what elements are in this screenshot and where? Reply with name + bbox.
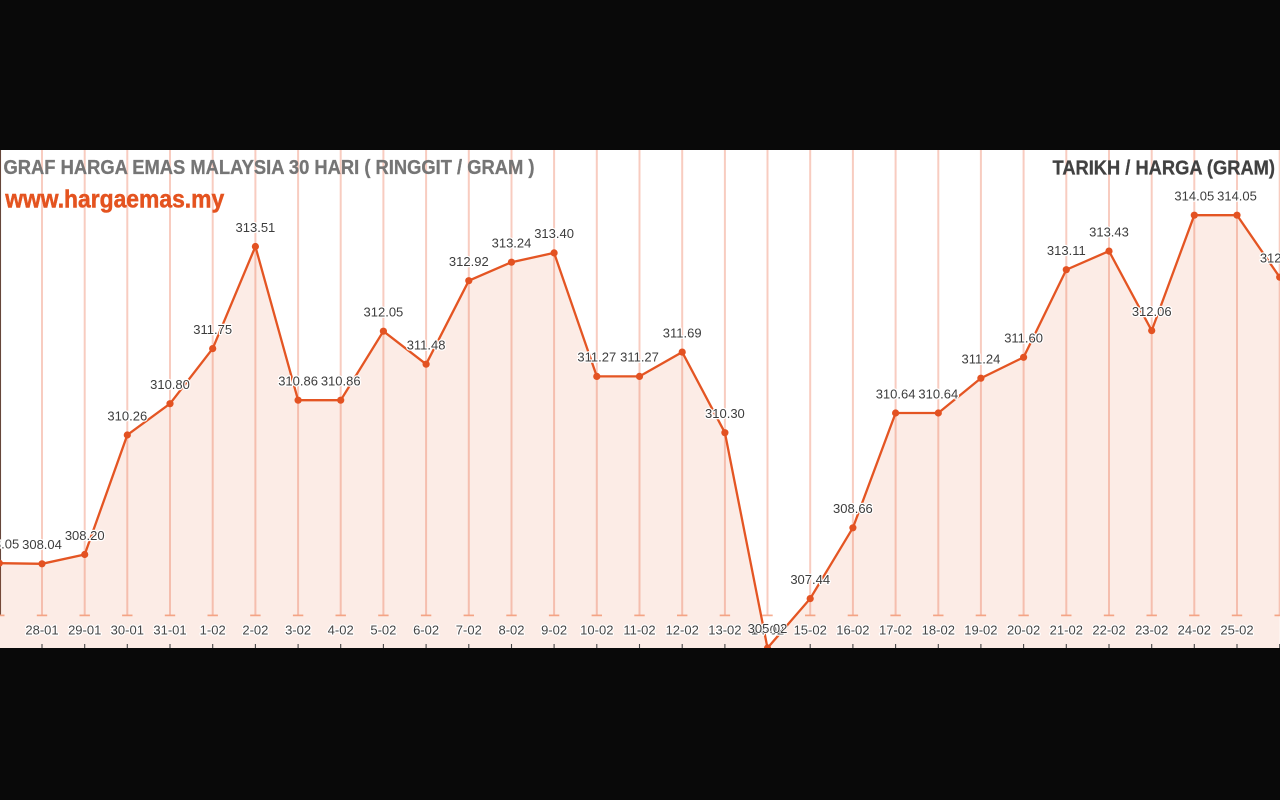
svg-text:313.43: 313.43: [1089, 224, 1129, 239]
svg-text:311.75: 311.75: [193, 322, 232, 337]
svg-text:7-02: 7-02: [456, 623, 482, 638]
svg-text:310.30: 310.30: [705, 406, 745, 421]
svg-text:12-02: 12-02: [666, 623, 699, 638]
svg-text:311.48: 311.48: [407, 338, 446, 353]
svg-text:1-02: 1-02: [200, 623, 226, 638]
svg-text:314.05: 314.05: [1174, 189, 1214, 204]
svg-text:28-01: 28-01: [25, 623, 58, 638]
svg-text:310.80: 310.80: [150, 377, 190, 392]
svg-text:308.66: 308.66: [833, 501, 873, 516]
svg-text:307.44: 307.44: [790, 572, 830, 587]
svg-text:15-02: 15-02: [794, 623, 827, 638]
svg-text:308.04: 308.04: [22, 537, 62, 552]
svg-text:16-02: 16-02: [836, 623, 869, 638]
svg-text:GRAF HARGA EMAS MALAYSIA 30 HA: GRAF HARGA EMAS MALAYSIA 30 HARI ( RINGG…: [4, 157, 535, 179]
svg-text:3-02: 3-02: [285, 623, 311, 638]
svg-text:24-02: 24-02: [1178, 623, 1211, 638]
svg-text:5-02: 5-02: [370, 623, 396, 638]
svg-text:311.24: 311.24: [962, 352, 1001, 367]
svg-text:25-02: 25-02: [1220, 623, 1253, 638]
svg-text:21-02: 21-02: [1050, 623, 1083, 638]
svg-text:311.60: 311.60: [1004, 331, 1043, 346]
svg-text:23-02: 23-02: [1135, 623, 1168, 638]
svg-text:4-02: 4-02: [328, 623, 354, 638]
svg-text:22-02: 22-02: [1092, 623, 1125, 638]
svg-text:www.hargaemas.my: www.hargaemas.my: [4, 186, 224, 214]
svg-text:11-02: 11-02: [623, 623, 655, 638]
svg-text:311.69: 311.69: [663, 325, 702, 340]
svg-text:17-02: 17-02: [879, 623, 912, 638]
svg-text:312.92: 312.92: [449, 254, 489, 269]
svg-text:313.51: 313.51: [236, 220, 276, 235]
svg-text:19-02: 19-02: [964, 623, 997, 638]
svg-text:13-02: 13-02: [708, 623, 741, 638]
svg-text:8-02: 8-02: [498, 623, 524, 638]
svg-text:18-02: 18-02: [922, 623, 955, 638]
svg-text:14-02: 14-02: [751, 623, 784, 638]
svg-text:311.27: 311.27: [620, 350, 659, 365]
svg-text:314.05: 314.05: [1217, 189, 1257, 204]
svg-text:10-02: 10-02: [580, 623, 613, 638]
svg-text:310.86: 310.86: [321, 374, 361, 389]
svg-text:308.20: 308.20: [65, 528, 105, 543]
svg-text:312.98: 312.98: [1260, 251, 1280, 266]
svg-text:312.05: 312.05: [364, 305, 404, 320]
svg-text:2-02: 2-02: [242, 623, 268, 638]
svg-text:9-02: 9-02: [541, 623, 567, 638]
svg-text:6-02: 6-02: [413, 623, 439, 638]
svg-text:TARIKH / HARGA (GRAM): TARIKH / HARGA (GRAM): [1053, 158, 1276, 180]
svg-text:310.26: 310.26: [107, 408, 147, 423]
svg-text:311.27: 311.27: [577, 350, 616, 365]
svg-text:308.05: 308.05: [0, 537, 19, 552]
svg-text:310.64: 310.64: [876, 386, 916, 401]
svg-text:305.02: 305.02: [748, 621, 788, 636]
svg-text:313.40: 313.40: [534, 226, 574, 241]
svg-text:310.64: 310.64: [918, 386, 958, 401]
svg-text:20-02: 20-02: [1007, 623, 1040, 638]
svg-text:29-01: 29-01: [68, 623, 101, 638]
svg-text:31-01: 31-01: [153, 623, 186, 638]
svg-text:313.24: 313.24: [492, 236, 532, 251]
svg-text:310.86: 310.86: [278, 374, 318, 389]
svg-text:30-01: 30-01: [111, 623, 144, 638]
svg-text:312.06: 312.06: [1132, 304, 1172, 319]
svg-text:313.11: 313.11: [1047, 243, 1086, 258]
